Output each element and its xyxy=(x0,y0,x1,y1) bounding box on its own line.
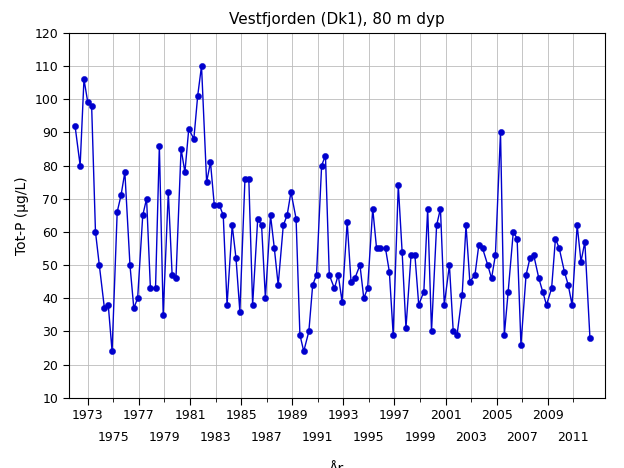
Text: 2011: 2011 xyxy=(557,431,589,444)
Text: 2007: 2007 xyxy=(506,431,538,444)
Text: 2003: 2003 xyxy=(456,431,487,444)
Text: 1987: 1987 xyxy=(251,431,283,444)
Title: Vestfjorden (Dk1), 80 m dyp: Vestfjorden (Dk1), 80 m dyp xyxy=(229,13,445,28)
Text: År: År xyxy=(329,462,344,468)
Text: 1979: 1979 xyxy=(149,431,180,444)
Text: 1983: 1983 xyxy=(200,431,232,444)
Text: 1999: 1999 xyxy=(404,431,436,444)
Text: 1975: 1975 xyxy=(97,431,129,444)
Y-axis label: Tot-P (µg/L): Tot-P (µg/L) xyxy=(15,176,29,255)
Text: 1995: 1995 xyxy=(353,431,385,444)
Text: 1991: 1991 xyxy=(302,431,334,444)
